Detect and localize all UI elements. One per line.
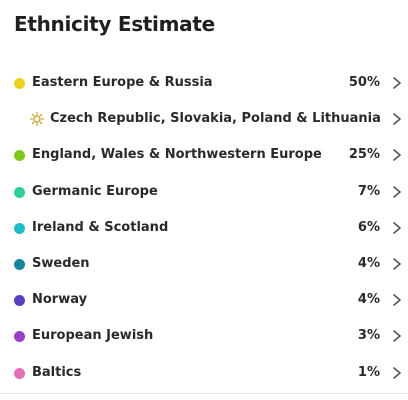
region-row[interactable]: Eastern Europe & Russia 50%: [0, 66, 408, 102]
region-percent: 25%: [348, 147, 380, 163]
chevron-right-icon[interactable]: [392, 330, 402, 343]
region-name: Ireland & Scotland: [32, 219, 169, 235]
chevron-right-icon[interactable]: [392, 221, 402, 234]
region-row[interactable]: Ireland & Scotland 6%: [0, 211, 408, 247]
divider: [0, 393, 408, 394]
region-percent: 4%: [357, 292, 380, 308]
chevron-right-icon[interactable]: [392, 185, 402, 198]
region-row[interactable]: Germanic Europe 7%: [0, 175, 408, 211]
region-color-dot: [14, 295, 25, 307]
chevron-right-icon[interactable]: [392, 149, 402, 162]
region-name: Baltics: [32, 364, 82, 380]
chevron-right-icon[interactable]: [392, 258, 402, 270]
region-row[interactable]: England, Wales & Northwestern Europe 25%: [0, 138, 408, 174]
region-name: Germanic Europe: [32, 183, 158, 199]
region-row[interactable]: European Jewish 3%: [0, 319, 408, 355]
ethnicity-list: Eastern Europe & Russia 50% Czech Republic…: [0, 66, 408, 392]
region-percent: 7%: [357, 183, 380, 199]
region-name: Norway: [32, 292, 88, 308]
region-name: Sweden: [32, 255, 90, 271]
region-color-dot: [14, 367, 25, 379]
region-color-dot: [14, 150, 25, 162]
region-color-dot: [14, 78, 25, 89]
region-percent: 50%: [348, 75, 380, 90]
region-color-dot: [14, 331, 25, 343]
region-color-dot: [14, 186, 25, 198]
region-percent: 3%: [357, 328, 380, 344]
region-color-dot: [14, 222, 25, 234]
region-row[interactable]: Sweden 4%: [0, 247, 408, 283]
region-percent: 6%: [357, 219, 380, 235]
region-name: Czech Republic, Slovakia, Poland & Lithu…: [50, 111, 381, 127]
region-name: European Jewish: [32, 328, 154, 344]
region-color-dot: [14, 258, 25, 270]
page-title: Ethnicity Estimate: [14, 12, 215, 36]
sun-icon: [30, 112, 44, 127]
chevron-right-icon[interactable]: [392, 366, 402, 379]
region-name: Eastern Europe & Russia: [32, 75, 213, 90]
region-percent: 1%: [357, 364, 380, 380]
chevron-right-icon[interactable]: [392, 113, 402, 125]
region-percent: 4%: [357, 255, 380, 271]
region-row[interactable]: Baltics 1%: [0, 356, 408, 392]
region-row[interactable]: Norway 4%: [0, 283, 408, 319]
chevron-right-icon[interactable]: [392, 77, 402, 89]
region-name: England, Wales & Northwestern Europe: [32, 147, 322, 163]
chevron-right-icon[interactable]: [392, 294, 402, 306]
sub-region-row[interactable]: Czech Republic, Slovakia, Poland & Lithu…: [0, 102, 408, 138]
